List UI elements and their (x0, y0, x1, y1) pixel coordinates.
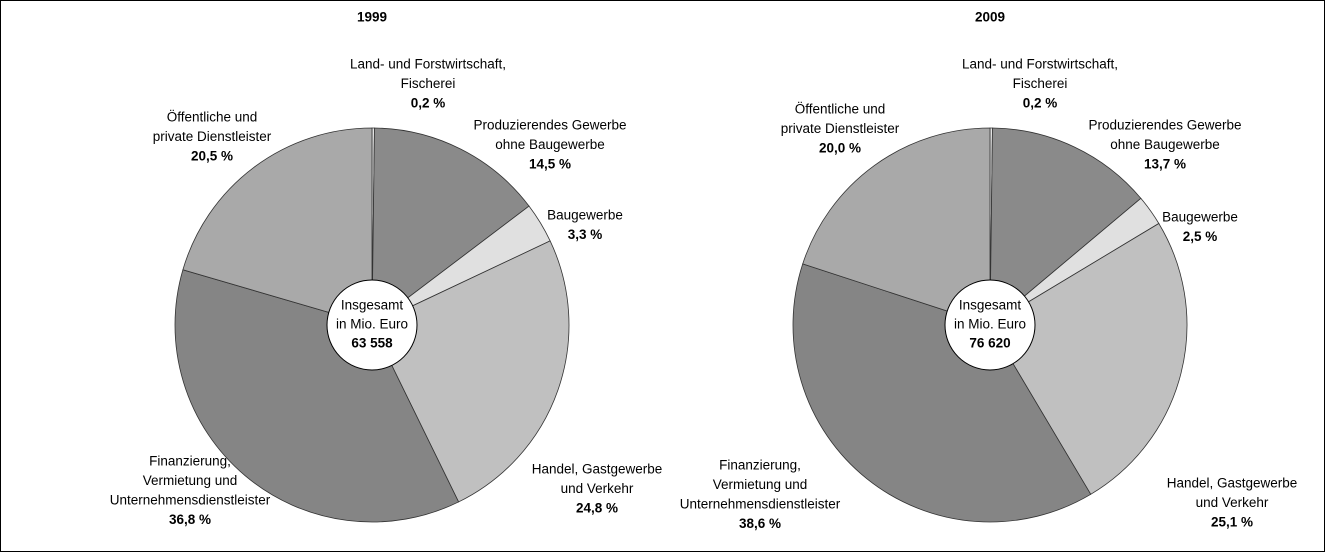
slice-label: Unternehmensdienstleister (110, 493, 271, 508)
slice-label: Baugewerbe (547, 208, 623, 223)
slice-value-label: 38,6 % (739, 516, 781, 531)
slice-label: private Dienstleister (153, 129, 272, 144)
slice-label: Vermietung und (143, 473, 238, 488)
center-label: in Mio. Euro (954, 317, 1026, 332)
slice-value-label: 2,5 % (1183, 229, 1218, 244)
slice-label: Land- und Forstwirtschaft, (962, 57, 1118, 72)
slice-label: private Dienstleister (781, 121, 900, 136)
slice-value-label: 0,2 % (411, 96, 446, 111)
center-label: in Mio. Euro (336, 317, 408, 332)
slice-label: Handel, Gastgewerbe (532, 462, 663, 477)
slice-label: und Verkehr (561, 481, 634, 496)
slice-label: Land- und Forstwirtschaft, (350, 57, 506, 72)
slice-label: Produzierendes Gewerbe (1088, 118, 1241, 133)
pie-slice (989, 222, 1188, 495)
slice-value-label: 20,5 % (191, 149, 233, 164)
slice-label: Baugewerbe (1162, 210, 1238, 225)
slice-label: Fischerei (401, 76, 456, 91)
slice-label: Unternehmensdienstleister (680, 497, 841, 512)
pie-slice (802, 127, 991, 326)
slice-label: ohne Baugewerbe (1110, 137, 1220, 152)
pie-slice (371, 240, 570, 503)
slice-label: Produzierendes Gewerbe (473, 118, 626, 133)
center-total: 76 620 (969, 336, 1010, 351)
slice-value-label: 25,1 % (1211, 515, 1253, 530)
slice-label: Öffentliche und (795, 102, 886, 117)
pie-slice (182, 127, 373, 326)
slice-value-label: 36,8 % (169, 512, 211, 527)
pie-slice (792, 263, 1092, 523)
slice-label: Finanzierung, (149, 454, 231, 469)
center-circle (326, 279, 418, 371)
slice-value-label: 20,0 % (819, 141, 861, 156)
chart-title: 1999 (357, 10, 387, 25)
slice-label: ohne Baugewerbe (495, 137, 605, 152)
slice-value-label: 14,5 % (529, 157, 571, 172)
slice-value-label: 24,8 % (576, 501, 618, 516)
slice-label: Fischerei (1013, 76, 1068, 91)
center-label: Insgesamt (959, 298, 1022, 313)
center-label: Insgesamt (341, 298, 404, 313)
pie-slice (989, 127, 1142, 326)
slice-label: Öffentliche und (167, 110, 258, 125)
center-circle (944, 279, 1036, 371)
slice-value-label: 3,3 % (568, 227, 603, 242)
slice-label: Vermietung und (713, 477, 808, 492)
slice-label: und Verkehr (1196, 495, 1269, 510)
pie-slice (371, 127, 530, 326)
chart-title: 2009 (975, 10, 1005, 25)
slice-value-label: 0,2 % (1023, 96, 1058, 111)
slice-label: Handel, Gastgewerbe (1167, 476, 1298, 491)
slice-label: Finanzierung, (719, 458, 801, 473)
pie-slice (174, 269, 460, 523)
slice-value-label: 13,7 % (1144, 157, 1186, 172)
center-total: 63 558 (351, 336, 393, 351)
